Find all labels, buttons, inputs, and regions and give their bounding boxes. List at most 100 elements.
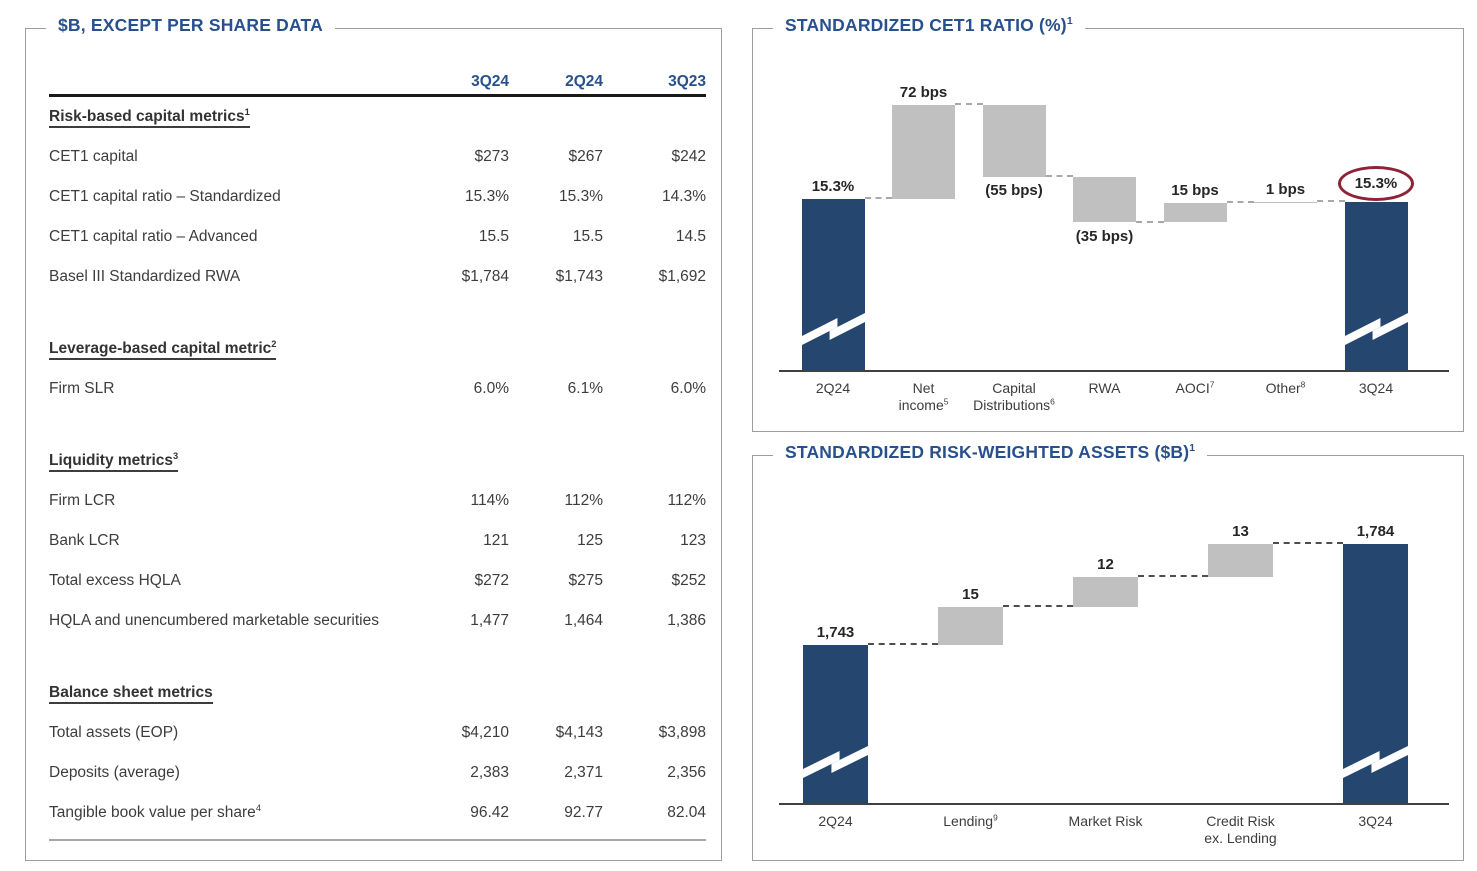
metric-value: $267 bbox=[568, 148, 603, 165]
bar-value-label: 1,784 bbox=[1356, 522, 1395, 540]
metric-value: 2,371 bbox=[564, 764, 603, 781]
table-row: Firm LCR 114% 112% 112% bbox=[49, 481, 706, 521]
cet1-chart-title-text: STANDARDIZED CET1 RATIO (%) bbox=[785, 15, 1067, 35]
waterfall-bar bbox=[938, 607, 1003, 645]
table-bottom-rule bbox=[49, 839, 706, 841]
axis-category-label: Credit Risk ex. Lending bbox=[1204, 813, 1277, 846]
metric-label: CET1 capital ratio – Advanced bbox=[49, 228, 258, 245]
table-row: HQLA and unencumbered marketable securit… bbox=[49, 601, 706, 641]
table-header-row: 3Q24 2Q24 3Q23 bbox=[49, 59, 706, 97]
metric-label: Basel III Standardized RWA bbox=[49, 268, 241, 285]
metric-value: 15.5 bbox=[478, 228, 509, 245]
waterfall-connector bbox=[1273, 541, 1343, 544]
section-header-row: Risk-based capital metrics1 bbox=[49, 97, 706, 137]
metric-value: 14.3% bbox=[662, 188, 706, 205]
metric-label: Total assets (EOP) bbox=[49, 724, 179, 741]
column-header: 3Q24 bbox=[471, 73, 509, 90]
bar-value-label: (35 bps) bbox=[1075, 227, 1134, 245]
metric-value: $273 bbox=[474, 148, 509, 165]
table-spacer bbox=[49, 297, 706, 329]
highlight-ellipse: 15.3% bbox=[1338, 165, 1414, 201]
metric-value: 96.42 bbox=[470, 804, 509, 821]
metric-label: Tangible book value per share4 bbox=[49, 802, 261, 821]
cet1-chart-title: STANDARDIZED CET1 RATIO (%)1 bbox=[773, 15, 1085, 36]
axis-break-icon bbox=[1344, 312, 1408, 345]
bar-value-label: 15.3% bbox=[1354, 174, 1398, 192]
table-row: CET1 capital ratio – Advanced 15.5 15.5 14.… bbox=[49, 217, 706, 257]
metric-value: 6.0% bbox=[670, 380, 706, 397]
metric-label: CET1 capital bbox=[49, 148, 138, 165]
metric-label: Bank LCR bbox=[49, 532, 120, 549]
metric-value: $242 bbox=[671, 148, 706, 165]
metric-value: 14.5 bbox=[675, 228, 706, 245]
panel-title-text: $B, EXCEPT PER SHARE DATA bbox=[58, 15, 323, 35]
metric-value: 114% bbox=[470, 492, 510, 509]
metric-value: 1,386 bbox=[667, 612, 706, 629]
bar-value-label: 13 bbox=[1232, 522, 1249, 540]
rwa-chart-title-text: STANDARDIZED RISK-WEIGHTED ASSETS ($B) bbox=[785, 442, 1190, 462]
cet1-chart-title-footnote: 1 bbox=[1066, 15, 1073, 28]
waterfall-bar bbox=[801, 199, 865, 370]
metric-value: 121 bbox=[483, 532, 509, 549]
axis-category-label: 3Q24 bbox=[1358, 813, 1393, 829]
section-header: Liquidity metrics3 bbox=[49, 451, 415, 472]
waterfall-bar bbox=[1254, 201, 1317, 204]
axis-category-label: AOCI7 bbox=[1175, 379, 1215, 396]
section-header: Balance sheet metrics bbox=[49, 684, 415, 704]
x-axis-line bbox=[779, 803, 1449, 805]
waterfall-bar bbox=[1073, 576, 1138, 607]
rwa-chart-title: STANDARDIZED RISK-WEIGHTED ASSETS ($B)1 bbox=[773, 442, 1208, 463]
table-row: Total assets (EOP) $4,210 $4,143 $3,898 bbox=[49, 713, 706, 753]
metrics-table: 3Q24 2Q24 3Q23 Risk-based capital metrics1… bbox=[49, 59, 706, 841]
waterfall-connector bbox=[1045, 174, 1073, 177]
waterfall-bar bbox=[1163, 202, 1227, 223]
metric-value: 15.3% bbox=[559, 188, 603, 205]
cet1-waterfall: 15.3% 2Q24 72 bps Net income5 (55 bps) Capital… bbox=[753, 29, 1463, 431]
table-row: Deposits (average) 2,383 2,371 2,356 bbox=[49, 753, 706, 793]
waterfall-connector bbox=[1136, 220, 1164, 223]
table-row: Bank LCR 121 125 123 bbox=[49, 521, 706, 561]
section-header-row: Leverage-based capital metric2 bbox=[49, 329, 706, 369]
metric-value: 15.5 bbox=[572, 228, 603, 245]
table-spacer bbox=[49, 641, 706, 673]
metric-label: Firm LCR bbox=[49, 492, 116, 509]
waterfall-connector bbox=[864, 197, 892, 199]
x-axis-line bbox=[779, 370, 1449, 372]
waterfall-connector bbox=[1317, 199, 1345, 202]
metric-value: $1,784 bbox=[461, 268, 509, 285]
column-header: 2Q24 bbox=[565, 73, 603, 90]
metric-value: 112% bbox=[667, 492, 707, 509]
waterfall-bar bbox=[982, 105, 1046, 177]
metric-value: 2,383 bbox=[470, 764, 509, 781]
table-row: Firm SLR 6.0% 6.1% 6.0% bbox=[49, 369, 706, 409]
axis-category-label: Other8 bbox=[1265, 379, 1306, 396]
metric-value: 15.3% bbox=[465, 188, 509, 205]
waterfall-connector bbox=[955, 103, 983, 105]
axis-break-icon bbox=[1343, 745, 1408, 778]
metric-value: 125 bbox=[577, 532, 603, 549]
metric-label: CET1 capital ratio – Standardized bbox=[49, 188, 281, 205]
table-row: CET1 capital $273 $267 $242 bbox=[49, 137, 706, 177]
axis-category-label: Lending9 bbox=[943, 812, 998, 829]
column-header: 3Q23 bbox=[668, 73, 706, 90]
waterfall-connector bbox=[868, 643, 938, 645]
axis-category-label: 2Q24 bbox=[818, 813, 853, 829]
section-header-row: Balance sheet metrics bbox=[49, 673, 706, 713]
metric-value: 123 bbox=[680, 532, 706, 549]
waterfall-connector bbox=[1003, 605, 1073, 607]
metric-value: 92.77 bbox=[564, 804, 603, 821]
metric-value: 2,356 bbox=[667, 764, 706, 781]
metric-label: Total excess HQLA bbox=[49, 572, 181, 589]
cet1-ratio-panel: STANDARDIZED CET1 RATIO (%)1 15.3% 2Q24 72… bbox=[752, 15, 1464, 432]
panel-title-metrics: $B, EXCEPT PER SHARE DATA bbox=[46, 15, 335, 36]
axis-category-label: 3Q24 bbox=[1358, 380, 1394, 396]
metric-value: $3,898 bbox=[658, 724, 706, 741]
axis-category-label: Net income5 bbox=[898, 380, 949, 413]
waterfall-bar bbox=[892, 105, 955, 199]
axis-category-label: 2Q24 bbox=[815, 380, 851, 396]
metric-value: 82.04 bbox=[667, 804, 706, 821]
metric-value: 6.0% bbox=[473, 380, 509, 397]
key-metrics-panel: $B, EXCEPT PER SHARE DATA 3Q24 2Q24 3Q23 R… bbox=[25, 15, 722, 861]
metric-value: 6.1% bbox=[567, 380, 603, 397]
